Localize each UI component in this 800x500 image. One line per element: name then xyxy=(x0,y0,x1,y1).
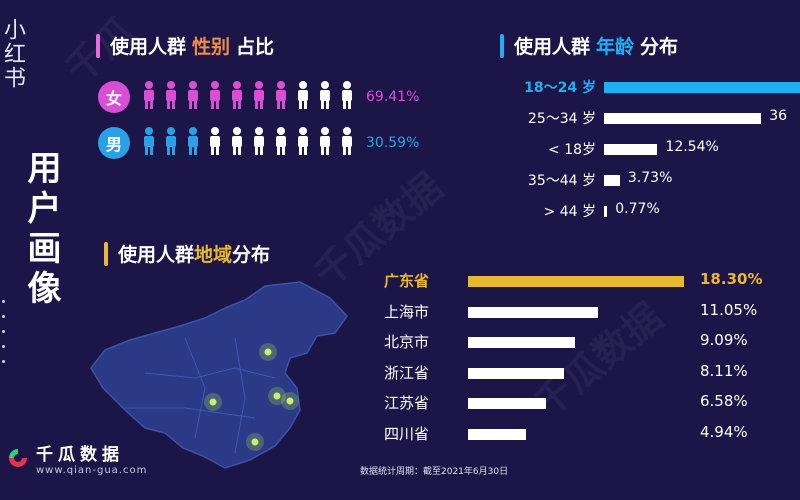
age-title-prefix: 使用人群 xyxy=(514,36,591,58)
person-icon xyxy=(206,80,224,114)
gender-title-suffix: 占比 xyxy=(236,36,275,58)
person-icon xyxy=(250,80,268,114)
watermark: 千瓜数据 xyxy=(305,164,451,296)
gender-title: 使用人群 性别 占比 xyxy=(96,32,274,59)
person-icon xyxy=(294,126,312,160)
person-icon xyxy=(250,126,268,160)
female-pictogram xyxy=(140,80,356,114)
region-bar xyxy=(468,306,599,318)
age-bar xyxy=(604,175,620,186)
age-title-highlight: 年龄 xyxy=(596,36,635,58)
region-bar xyxy=(468,367,564,379)
age-category-label: 35～44 岁 xyxy=(527,173,596,189)
age-title: 使用人群 年龄 分布 xyxy=(500,32,678,59)
region-bar xyxy=(468,428,527,440)
gender-title-highlight: 性别 xyxy=(192,36,231,58)
china-map xyxy=(90,281,348,469)
person-icon xyxy=(206,126,224,160)
male-badge: 男 xyxy=(98,127,130,159)
region-title-suffix: 分布 xyxy=(232,244,271,266)
gender-title-prefix: 使用人群 xyxy=(110,36,187,58)
person-icon xyxy=(162,80,180,114)
region-title-highlight: 地域 xyxy=(194,244,233,266)
person-icon xyxy=(228,80,246,114)
male-pct: 30.59% xyxy=(366,135,420,151)
age-value-label: 3.73% xyxy=(627,170,673,186)
dots-decoration xyxy=(2,300,8,375)
person-icon xyxy=(272,80,290,114)
region-title-prefix: 使用人群 xyxy=(118,244,195,266)
person-icon xyxy=(140,126,158,160)
region-value-label: 6.58% xyxy=(700,392,748,410)
male-row: 男 30.59% xyxy=(98,126,419,160)
person-icon xyxy=(316,126,334,160)
title-accent-bar xyxy=(104,241,108,266)
region-bar xyxy=(468,337,576,348)
female-badge: 女 xyxy=(98,81,130,113)
brand-name: 千瓜数据 xyxy=(36,445,124,465)
age-bar xyxy=(604,82,800,93)
age-category-label: 18～24 岁 xyxy=(524,80,596,96)
person-icon xyxy=(140,80,158,114)
region-category-label: 四川省 xyxy=(384,424,430,443)
region-value-label: 18.30% xyxy=(700,270,763,288)
map-hotspots xyxy=(204,343,299,451)
age-bar xyxy=(604,206,608,217)
person-icon xyxy=(272,126,290,160)
app-name: 小红书 xyxy=(0,18,25,90)
age-title-suffix: 分布 xyxy=(640,36,679,58)
region-category-label: 上海市 xyxy=(384,302,430,321)
brand-url: www.qian-gua.com xyxy=(36,465,148,476)
footnote: 数据统计周期：截至2021年6月30日 xyxy=(360,467,509,477)
region-value-label: 4.94% xyxy=(700,422,748,441)
region-category-label: 北京市 xyxy=(384,333,430,351)
person-icon xyxy=(316,80,334,114)
age-category-label: 25～34 岁 xyxy=(527,111,596,127)
region-value-label: 11.05% xyxy=(700,300,758,319)
section-title: 用户画像 xyxy=(21,150,61,310)
person-icon xyxy=(184,126,202,160)
region-category-label: 江苏省 xyxy=(384,394,430,412)
brand-logo-icon xyxy=(9,449,27,467)
region-category-label: 广东省 xyxy=(384,272,430,290)
female-row: 女 69.41% xyxy=(98,80,419,114)
map-shape xyxy=(90,281,348,469)
region-category-label: 浙江省 xyxy=(384,363,430,382)
person-icon xyxy=(338,80,356,114)
title-accent-bar xyxy=(96,33,100,58)
person-icon xyxy=(162,126,180,160)
region-bar xyxy=(468,398,546,409)
age-category-label: > 44 岁 xyxy=(543,204,596,220)
age-value-label: 0.77% xyxy=(615,201,660,217)
age-category-label: < 18岁 xyxy=(548,142,596,158)
person-icon xyxy=(294,80,312,114)
age-value-label: 12.54% xyxy=(665,139,719,155)
age-bar xyxy=(604,144,658,155)
person-icon xyxy=(184,80,202,114)
region-title: 使用人群 地域 分布 xyxy=(104,240,270,267)
person-icon xyxy=(228,126,246,160)
female-pct: 69.41% xyxy=(366,89,420,105)
brand: 千瓜数据 www.qian-gua.com xyxy=(6,440,147,476)
age-bar xyxy=(604,113,762,124)
region-bar xyxy=(468,276,684,287)
person-icon xyxy=(338,126,356,160)
map-region-lines xyxy=(125,337,276,454)
title-accent-bar xyxy=(500,33,504,58)
male-pictogram xyxy=(140,126,356,160)
age-value-label: 36 xyxy=(769,108,788,124)
region-value-label: 8.11% xyxy=(700,361,748,380)
region-value-label: 9.09% xyxy=(700,331,748,349)
